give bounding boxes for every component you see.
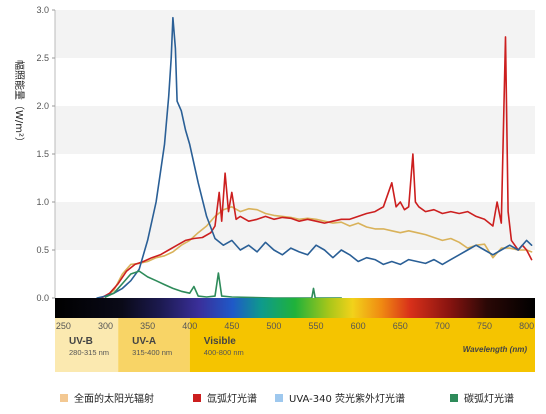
legend-label: 全面的太阳光辐射 — [74, 392, 154, 405]
grid-band — [55, 250, 535, 298]
x-tick-label: 650 — [393, 321, 408, 331]
legend-swatch — [193, 394, 201, 402]
y-tick-label: 1.5 — [36, 149, 49, 159]
band-range: 280-315 nm — [69, 348, 109, 357]
x-tick-label: 250 — [56, 321, 71, 331]
y-tick-labels: 0.0 0.5 1.0 1.5 2.0 2.5 3.0 — [36, 5, 55, 303]
band-name: UV-A — [132, 336, 156, 347]
x-tick-label: 400 — [182, 321, 197, 331]
x-tick-label: 500 — [266, 321, 281, 331]
grid-band — [55, 106, 535, 154]
legend: 全面的太阳光辐射 氙弧灯光谱 UVA-340 荧光紫外灯光谱 碳弧灯光谱 — [60, 392, 514, 405]
y-axis-title: 幅照能量（W/m²） — [13, 60, 26, 147]
grid-band — [55, 202, 535, 250]
band-range: 315-400 nm — [132, 348, 172, 357]
series-line-2 — [100, 36, 533, 299]
y-tick-label: 0.0 — [36, 293, 49, 303]
x-tick-label: 600 — [351, 321, 366, 331]
band-background — [118, 318, 190, 372]
grid-band — [55, 154, 535, 202]
band-range: 400-800 nm — [204, 348, 244, 357]
legend-swatch — [60, 394, 68, 402]
legend-label: UVA-340 荧光紫外灯光谱 — [289, 392, 405, 405]
y-tick-label: 3.0 — [36, 5, 49, 15]
series-line-1 — [104, 206, 533, 298]
x-tick-label: 300 — [98, 321, 113, 331]
legend-swatch — [450, 394, 458, 402]
y-tick-label: 2.0 — [36, 101, 49, 111]
band-backgrounds — [55, 318, 535, 372]
x-tick-labels: 250 300 350 400 450 500 550 600 650 700 750 800 — [56, 321, 534, 331]
x-tick-label: 750 — [477, 321, 492, 331]
y-tick-label: 1.0 — [36, 197, 49, 207]
band-name: UV-B — [69, 336, 93, 347]
band-background — [55, 318, 119, 372]
grid-bands — [55, 10, 535, 298]
grid-band — [55, 10, 535, 58]
y-tick-label: 0.5 — [36, 245, 49, 255]
x-tick-label: 350 — [140, 321, 155, 331]
legend-swatch — [275, 394, 283, 402]
x-tick-label: 550 — [309, 321, 324, 331]
band-name: Visible — [204, 336, 236, 347]
x-tick-label: 450 — [224, 321, 239, 331]
band-background — [189, 318, 535, 372]
grid-band — [55, 58, 535, 106]
legend-label: 碳弧灯光谱 — [464, 392, 514, 405]
legend-label: 氙弧灯光谱 — [207, 392, 257, 405]
x-tick-label: 800 — [519, 321, 534, 331]
x-tick-label: 700 — [435, 321, 450, 331]
series-line-3 — [96, 16, 533, 299]
visible-spectrum-strip — [55, 298, 535, 318]
y-tick-label: 2.5 — [36, 53, 49, 63]
x-axis-title: Wavelength (nm) — [463, 345, 528, 354]
